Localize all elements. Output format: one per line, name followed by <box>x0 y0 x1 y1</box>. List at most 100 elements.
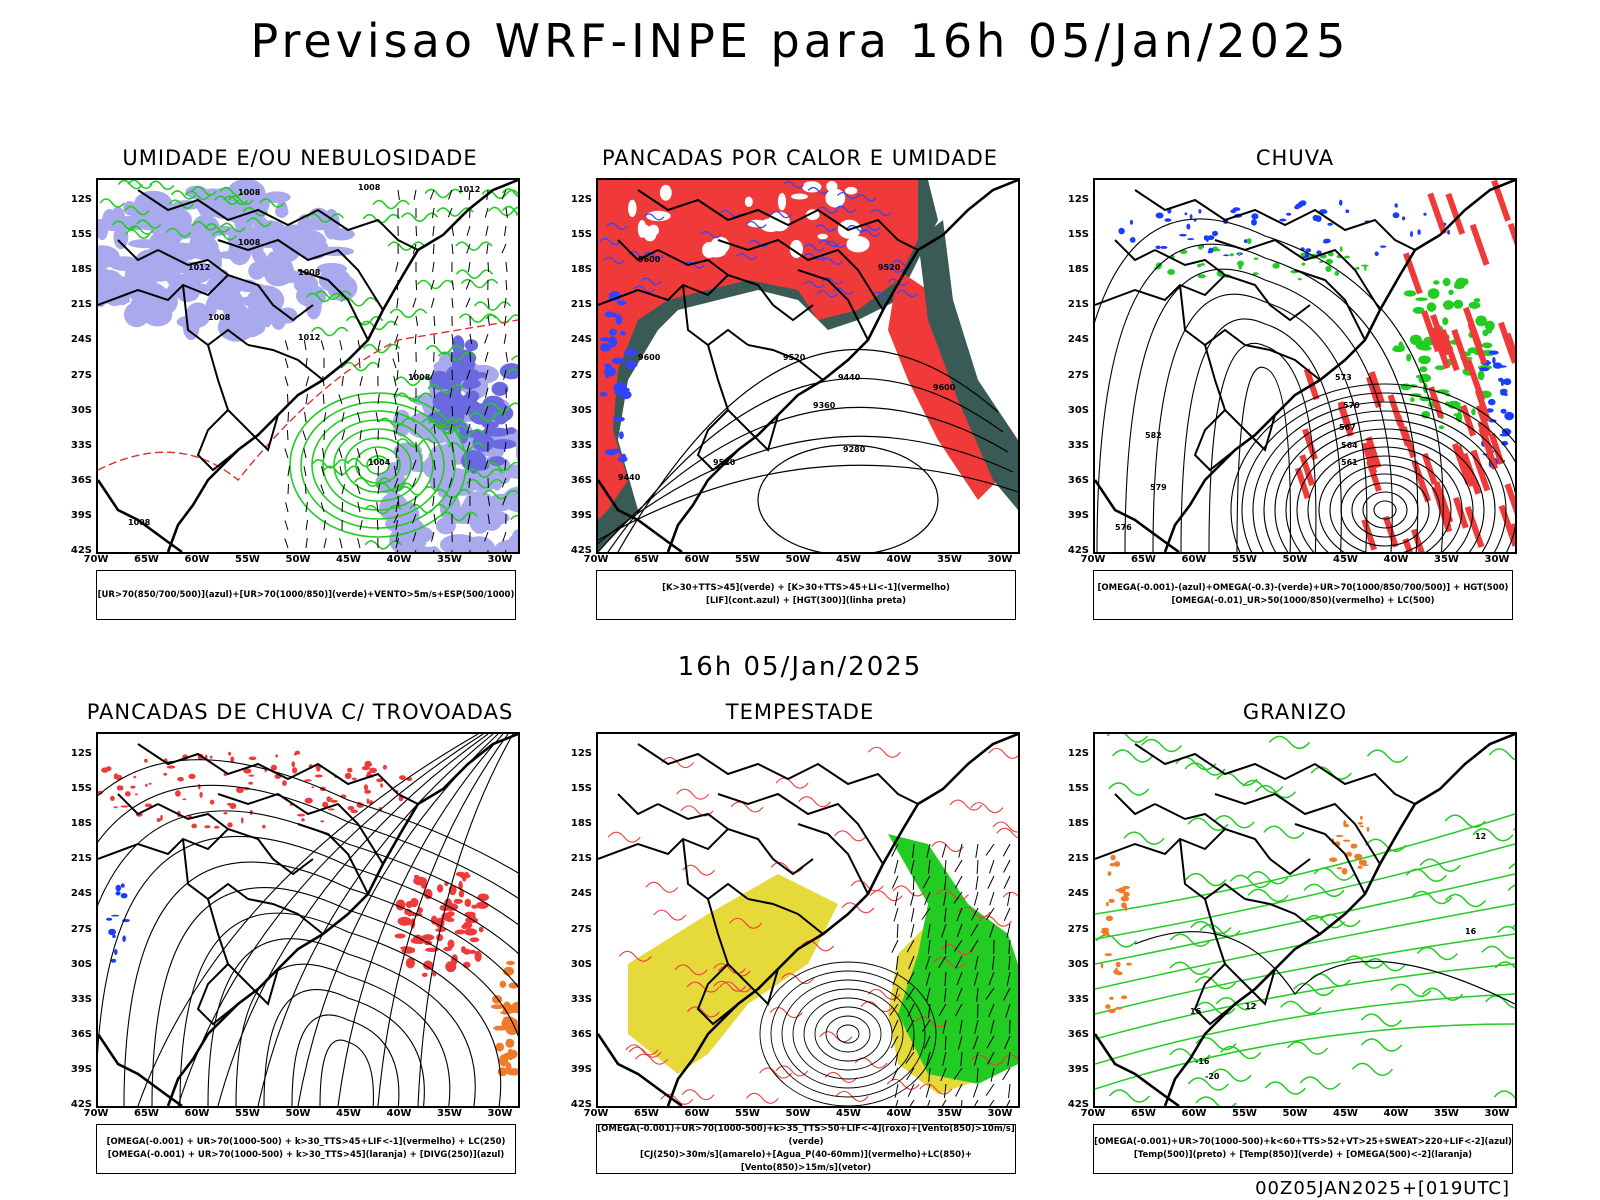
temp850-contour <box>1108 1089 1151 1103</box>
wind-vector <box>395 412 399 423</box>
lif-contour <box>803 280 825 289</box>
lon-tick-label: 65W <box>134 1108 159 1119</box>
wind-vector <box>357 394 361 405</box>
field-blob <box>599 337 611 342</box>
omega-streak <box>1460 404 1477 437</box>
wind-vector <box>958 843 963 858</box>
wind-vector <box>910 859 915 874</box>
contour-label: 1008 <box>358 183 381 192</box>
humidity-contour <box>124 229 151 239</box>
lon-tick-label: 70W <box>1080 1108 1106 1119</box>
wind-vector <box>413 495 417 506</box>
country-border <box>637 189 919 251</box>
streamline <box>179 912 502 1106</box>
field-blob <box>1481 342 1493 349</box>
field-blob <box>1339 246 1343 252</box>
field-blob <box>1454 281 1463 288</box>
contour-label: 561 <box>1341 458 1358 467</box>
field-blob <box>1488 350 1499 355</box>
wind-vector <box>377 340 381 351</box>
wind-vector <box>323 412 327 423</box>
humidity-contour <box>510 514 518 521</box>
precip-water-contour <box>635 1053 668 1065</box>
closed-contour <box>1252 401 1515 552</box>
lon-tick-label: 55W <box>735 1108 760 1119</box>
wind-vector <box>433 333 435 345</box>
precip-water-contour <box>869 890 903 902</box>
wind-vector <box>396 297 399 308</box>
wind-vector <box>927 859 931 874</box>
wind-vector <box>970 923 979 937</box>
wind-vector <box>956 987 963 1002</box>
wind-vector <box>395 538 399 549</box>
wind-vector <box>989 891 995 906</box>
field-blob <box>491 381 509 396</box>
wind-vector <box>1004 1035 1011 1050</box>
field-blob <box>423 888 433 900</box>
field-blob <box>1223 254 1230 257</box>
omega-streak <box>1430 314 1450 356</box>
lon-tick-label: 35W <box>1434 554 1459 565</box>
field-blob <box>1184 212 1188 216</box>
wind-vector <box>925 955 931 970</box>
field-blob <box>1198 209 1202 214</box>
country-border <box>598 273 814 322</box>
temp850-contour <box>1472 827 1514 842</box>
field-blob <box>223 812 228 815</box>
field-blob <box>504 470 518 479</box>
country-border <box>1193 409 1236 472</box>
legend-line: [K>30+TTS>45](verde) + [K>30+TTS>45+LI<-… <box>662 583 950 593</box>
lif-contour <box>770 210 792 219</box>
lat-tick-label: 12S <box>70 194 92 205</box>
field-blob <box>292 767 298 774</box>
field-blob <box>505 1018 518 1026</box>
precip-water-contour <box>932 957 966 969</box>
wind-vector <box>451 297 454 309</box>
wind-vector <box>287 393 289 405</box>
legend-chuva: [OMEGA(-0.001)-(azul)+OMEGA(-0.3)-(verde… <box>1093 570 1513 620</box>
temp850-contour <box>1095 934 1137 948</box>
country-border <box>682 838 749 901</box>
wind-vector <box>944 1035 947 1051</box>
lat-tick-label: 42S <box>570 1099 592 1110</box>
wind-vector <box>927 939 931 954</box>
wind-vector <box>322 448 325 459</box>
wind-vector <box>412 531 417 542</box>
lon-tick-label: 55W <box>235 1108 260 1119</box>
field-blob <box>182 798 187 801</box>
field-blob <box>401 946 416 954</box>
precip-water-contour <box>931 840 965 853</box>
streamline <box>319 1039 374 1106</box>
field-blob <box>476 901 489 909</box>
lon-tick-label: 55W <box>1232 1108 1257 1119</box>
closed-contour <box>1362 491 1408 529</box>
field-blob <box>1438 425 1445 430</box>
streamline <box>337 734 504 1106</box>
omega-streak <box>1451 328 1471 371</box>
field-blob <box>1486 329 1493 334</box>
field-blob <box>488 456 506 466</box>
lat-tick-label: 36S <box>570 474 592 486</box>
field-blob <box>1126 962 1132 966</box>
field-blob <box>133 775 137 779</box>
wind-vector <box>895 955 899 970</box>
wind-vector <box>448 477 453 488</box>
temp850-contour <box>1508 863 1515 870</box>
wind-vector <box>921 907 931 920</box>
field-blob <box>366 771 372 777</box>
wind-vector <box>394 477 399 488</box>
wind-vector <box>357 412 361 423</box>
temp850-contour <box>1494 961 1515 969</box>
field-blob <box>1392 212 1400 219</box>
lif-contour <box>748 239 770 248</box>
field-blob <box>615 314 623 325</box>
wind-vector <box>976 859 979 875</box>
lon-tick-label: 35W <box>437 554 462 565</box>
wind-vector <box>989 923 995 938</box>
lif-contour <box>745 220 767 229</box>
field-blob <box>294 750 301 755</box>
humidity-contour <box>311 326 349 337</box>
wind-vector <box>359 430 362 441</box>
wind-vector <box>989 1099 995 1106</box>
wind850-area <box>888 834 1018 1084</box>
